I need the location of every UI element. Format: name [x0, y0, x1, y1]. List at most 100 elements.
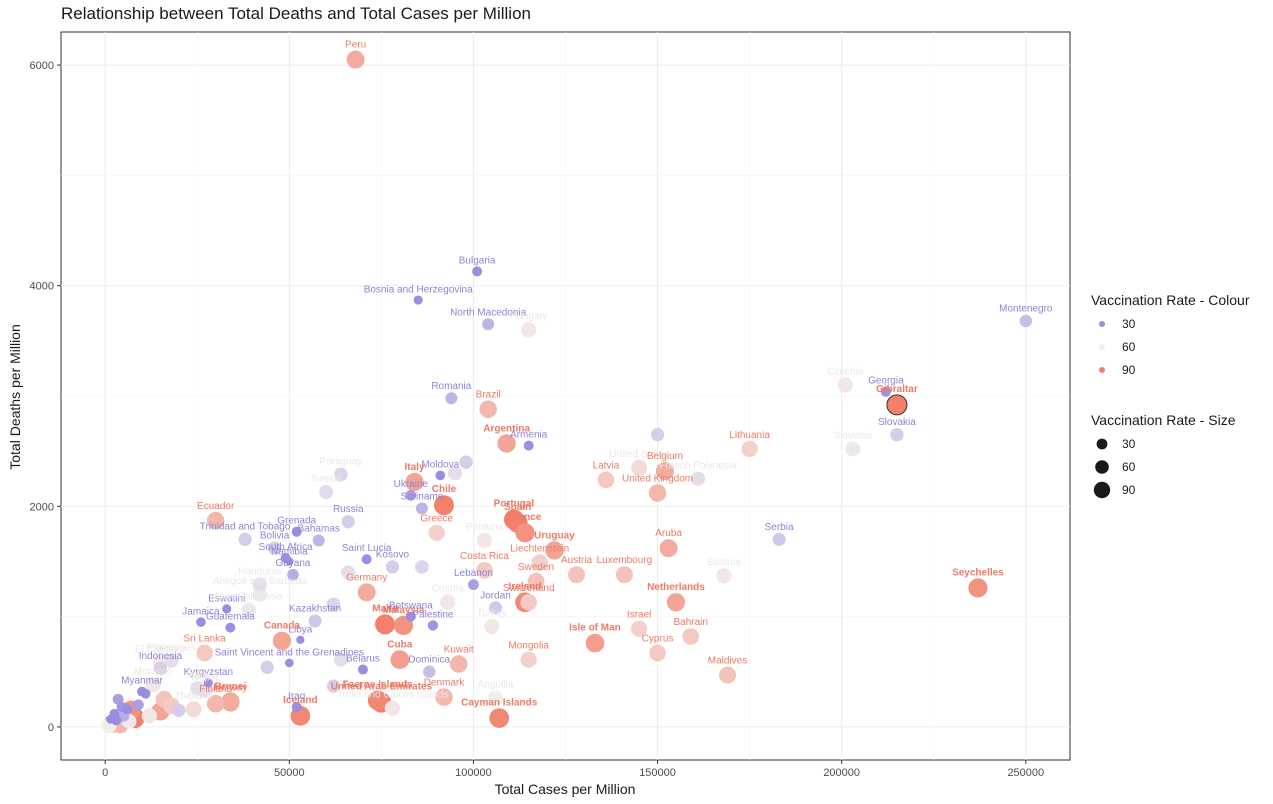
data-point — [716, 568, 732, 584]
point-label: United States — [609, 449, 669, 460]
data-point — [284, 658, 294, 668]
point-label: Paraguay — [319, 456, 362, 467]
point-label: Palestine — [412, 609, 454, 620]
data-point — [615, 566, 633, 584]
data-point — [252, 587, 268, 602]
point-label: Romania — [431, 381, 471, 392]
data-point — [468, 579, 479, 591]
point-label: Argentina — [483, 423, 530, 434]
point-label: France — [509, 512, 542, 523]
data-point — [497, 434, 516, 453]
data-point — [145, 677, 161, 693]
data-point — [390, 650, 410, 669]
point-label: Mongolia — [508, 640, 549, 651]
point-label: Costa Rica — [460, 551, 509, 562]
point-label: Belgium — [647, 451, 683, 462]
point-label: Sweden — [518, 562, 554, 573]
data-point — [719, 666, 737, 684]
data-point — [520, 593, 538, 611]
point-label: Myanmar — [121, 676, 163, 687]
point-label: Slovakia — [878, 417, 916, 428]
point-label: Bosnia and Herzegovina — [364, 284, 473, 295]
legend-size-label: 60 — [1122, 460, 1136, 474]
data-point — [185, 701, 202, 718]
data-point — [326, 597, 341, 612]
data-point — [341, 515, 355, 529]
point-label: New Caledonia — [215, 592, 283, 603]
point-label: Kuwait — [444, 644, 474, 655]
point-label: Peru — [345, 40, 366, 51]
data-point — [476, 561, 493, 579]
point-label: Canada — [264, 621, 301, 632]
data-point — [489, 708, 510, 728]
data-point — [655, 462, 674, 481]
data-point — [447, 466, 463, 481]
data-point — [449, 655, 468, 673]
point-label: Austria — [561, 555, 593, 566]
point-label: Saint Vincent and the Grenadines — [215, 648, 364, 659]
data-point — [405, 611, 416, 622]
data-point — [346, 50, 365, 69]
point-label: Greece — [420, 514, 453, 525]
point-label: Eswatini — [208, 593, 245, 604]
data-point — [106, 714, 116, 724]
point-label: French Polynesia — [659, 461, 737, 472]
legend-colour-key — [1099, 344, 1105, 350]
point-label: Lithuania — [729, 430, 770, 441]
point-label: United Arab Emirates — [331, 682, 433, 693]
point-label: Kazakhstan — [289, 604, 341, 615]
point-label: Ecuador — [197, 501, 235, 512]
data-point — [287, 568, 299, 581]
points-layer — [101, 50, 1033, 734]
point-label: Namibia — [271, 546, 308, 557]
data-point — [341, 565, 356, 580]
point-label: Italy — [405, 462, 425, 473]
data-point — [772, 532, 786, 546]
point-label: Anguilla — [478, 680, 514, 691]
point-label: India — [186, 670, 208, 681]
data-point — [196, 644, 213, 662]
point-label: Germany — [346, 572, 387, 583]
y-tick-label: 2000 — [30, 501, 54, 513]
data-point — [968, 578, 988, 598]
data-point — [422, 665, 436, 679]
point-label: Belarus — [346, 654, 380, 665]
point-label: Dominica — [408, 655, 450, 666]
point-label: Libya — [288, 625, 312, 636]
data-point — [428, 524, 445, 541]
data-point — [140, 688, 151, 699]
point-label: Latvia — [593, 460, 620, 471]
data-point — [319, 484, 334, 499]
data-point — [886, 394, 908, 416]
point-label: Suriname — [400, 492, 443, 503]
data-point — [272, 631, 292, 651]
data-point — [482, 318, 495, 331]
data-point — [690, 471, 706, 486]
point-label: Finland — [199, 684, 232, 695]
data-point — [666, 593, 686, 612]
data-point — [445, 392, 458, 405]
data-point — [260, 660, 274, 675]
data-point — [439, 594, 456, 610]
data-point — [545, 541, 564, 560]
data-point — [650, 427, 665, 442]
data-point — [741, 440, 758, 458]
data-point — [489, 601, 503, 615]
data-point — [427, 620, 439, 631]
point-label: Honduras — [238, 567, 281, 578]
data-point — [649, 644, 666, 662]
point-label: Cyprus — [642, 634, 674, 645]
point-label: Israel — [627, 610, 651, 621]
point-label: Turks and Caicos Islands — [336, 689, 448, 700]
data-point — [164, 653, 179, 668]
data-point — [285, 557, 294, 566]
point-label: Netherlands — [647, 582, 705, 593]
data-point — [488, 690, 504, 706]
point-label: Iceland — [283, 695, 317, 706]
data-point — [523, 440, 534, 451]
x-tick-label: 100000 — [455, 767, 492, 779]
point-label: Serbia — [765, 522, 794, 533]
data-point — [357, 664, 368, 675]
point-label: Slovenia — [834, 431, 873, 442]
data-point — [630, 620, 648, 637]
